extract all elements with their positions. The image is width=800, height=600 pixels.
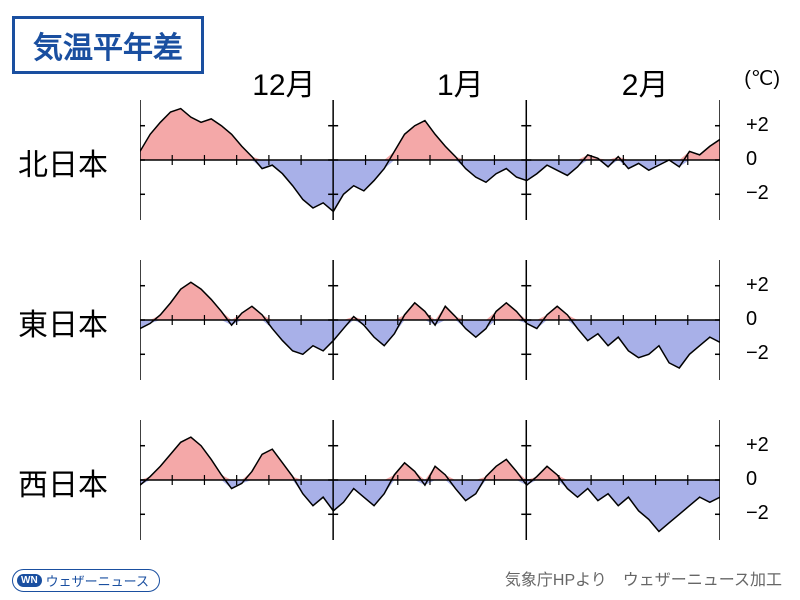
- region-label: 東日本: [18, 300, 108, 344]
- logo-badge: WN: [17, 574, 42, 587]
- month-label: 2月: [622, 60, 669, 104]
- y-axis-labels: +20−2: [746, 100, 786, 220]
- unit-label: (℃): [744, 66, 780, 91]
- region-label: 北日本: [18, 140, 108, 184]
- temperature-anomaly-chart: [140, 260, 720, 380]
- logo-text: ウェザーニュース: [46, 571, 149, 590]
- temperature-anomaly-chart: [140, 100, 720, 220]
- footer-credit: 気象庁HPより ウェザーニュース加工: [505, 566, 782, 590]
- y-axis-labels: +20−2: [746, 420, 786, 540]
- source-logo: WN ウェザーニュース: [12, 569, 160, 592]
- region-label: 西日本: [18, 460, 108, 504]
- temperature-anomaly-chart: [140, 420, 720, 540]
- chart-title: 気温平年差: [12, 16, 204, 74]
- month-label: 1月: [437, 60, 484, 104]
- y-axis-labels: +20−2: [746, 260, 786, 380]
- month-label: 12月: [252, 60, 315, 104]
